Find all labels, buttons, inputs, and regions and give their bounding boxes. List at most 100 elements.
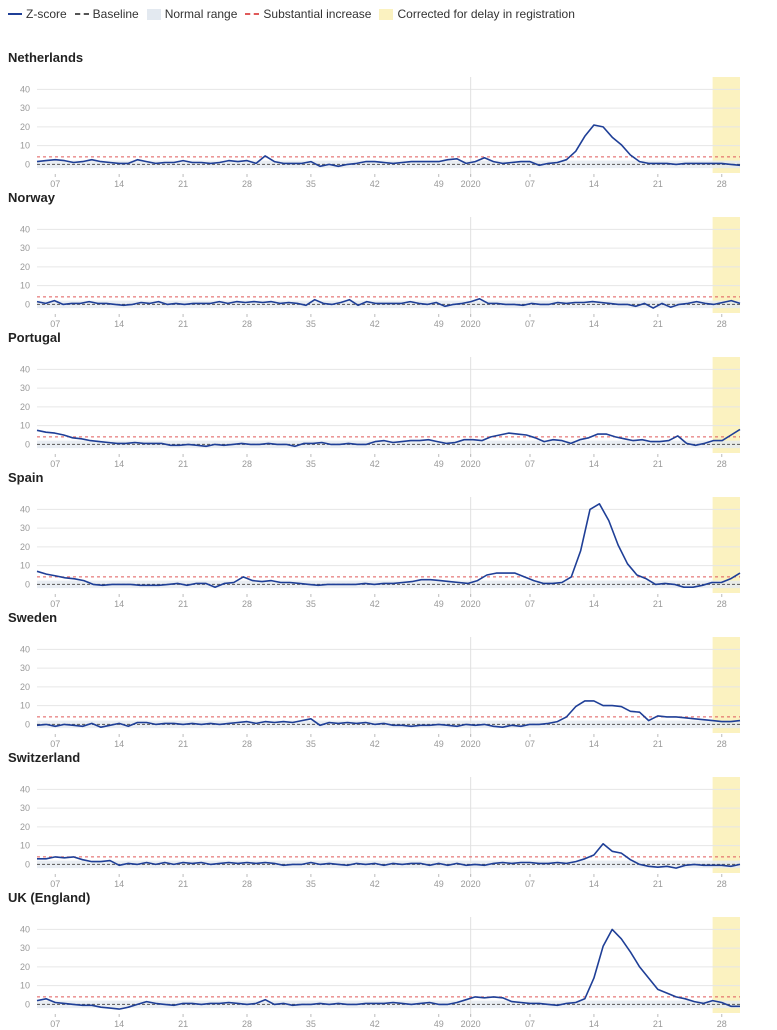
chart-panel-portugal: Portugal 0 10 20 30 40 07 14 21 28 35 42 49 2020 07 14… [0,330,777,470]
x-tick-label: 21 [178,459,188,469]
y-tick-label: 40 [20,364,30,374]
chart-norway: 0 10 20 30 40 07 14 21 28 35 42 49 2020 07 14 21 28 [20,217,741,329]
x-tick-label: 14 [114,459,124,469]
y-tick-label: 20 [20,682,30,692]
y-tick-label: 20 [20,262,30,272]
chart-panel-norway: Norway 0 10 20 30 40 07 14 21 28 35 42 49 2020 07 14 21… [0,190,777,330]
legend-item-baseline[interactable]: Baseline [74,7,139,21]
legend: Z-score Baseline Normal range Substantia… [8,5,583,23]
chart-panel-netherlands: Netherlands 0 10 20 30 40 07 14 21 28 35 42 49 2020 0… [0,50,777,190]
x-tick-label: 35 [306,459,316,469]
legend-label: Z-score [26,7,67,21]
x-tick-label: 14 [114,319,124,329]
legend-label: Corrected for delay in registration [397,7,575,21]
x-tick-label: 21 [653,739,663,749]
x-tick-label: 49 [434,1019,444,1029]
x-tick-label: 35 [306,599,316,609]
legend-item-substantial-increase[interactable]: Substantial increase [245,7,371,21]
x-tick-label: 07 [525,319,535,329]
y-tick-label: 0 [25,439,30,449]
x-tick-label: 14 [589,459,599,469]
x-tick-label: 14 [589,319,599,329]
x-tick-label: 21 [653,179,663,189]
zscore-line-swatch [8,13,22,15]
chart-panel-spain: Spain 0 10 20 30 40 07 14 21 28 35 42 49 2020 07 14 21 2… [0,470,777,610]
y-tick-label: 40 [20,924,30,934]
x-tick-label: 21 [178,599,188,609]
x-tick-label: 21 [653,599,663,609]
x-tick-label: 28 [242,1019,252,1029]
x-tick-label: 28 [717,1019,727,1029]
x-tick-label: 2020 [461,879,481,889]
chart-sweden: 0 10 20 30 40 07 14 21 28 35 42 49 2020 07 14 21 28 [20,637,741,749]
y-tick-label: 30 [20,523,30,533]
legend-label: Normal range [164,7,238,21]
x-tick-label: 35 [306,879,316,889]
x-tick-label: 07 [525,739,535,749]
chart-spain: 0 10 20 30 40 07 14 21 28 35 42 49 2020 07 14 21 28 [20,497,741,609]
x-tick-label: 07 [50,459,60,469]
chart-title: Portugal [8,330,61,345]
x-tick-label: 07 [50,879,60,889]
x-tick-label: 07 [525,599,535,609]
y-tick-label: 20 [20,542,30,552]
corrected-region [712,77,740,173]
x-tick-label: 28 [717,879,727,889]
y-tick-label: 30 [20,383,30,393]
x-tick-label: 42 [370,459,380,469]
x-tick-label: 49 [434,319,444,329]
corrected-swatch [379,8,394,20]
x-tick-label: 21 [178,179,188,189]
legend-item-zscore[interactable]: Z-score [8,7,67,21]
corrected-region [712,777,740,873]
y-tick-label: 30 [20,803,30,813]
y-tick-label: 10 [20,421,30,431]
x-tick-label: 07 [525,179,535,189]
substantial-increase-swatch [245,13,260,15]
corrected-region [712,917,740,1013]
x-tick-label: 21 [653,319,663,329]
y-tick-label: 0 [25,579,30,589]
legend-item-corrected[interactable]: Corrected for delay in registration [379,7,575,21]
chart-title: UK (England) [8,890,91,905]
x-tick-label: 21 [178,319,188,329]
x-tick-label: 28 [242,319,252,329]
x-tick-label: 14 [589,1019,599,1029]
y-tick-label: 30 [20,243,30,253]
x-tick-label: 2020 [461,739,481,749]
x-tick-label: 14 [114,1019,124,1029]
chart-title: Switzerland [8,750,81,765]
chart-title: Norway [8,190,55,205]
x-tick-label: 28 [242,739,252,749]
y-tick-label: 0 [25,159,30,169]
x-tick-label: 2020 [461,1019,481,1029]
x-tick-label: 14 [114,879,124,889]
x-tick-label: 2020 [461,319,481,329]
y-tick-label: 40 [20,644,30,654]
x-tick-label: 28 [242,179,252,189]
y-tick-label: 40 [20,84,30,94]
baseline-dash-swatch [74,13,89,15]
x-tick-label: 35 [306,739,316,749]
x-tick-label: 35 [306,319,316,329]
x-tick-label: 35 [306,1019,316,1029]
x-tick-label: 42 [370,1019,380,1029]
chart-title: Sweden [8,610,58,625]
x-tick-label: 21 [653,1019,663,1029]
x-tick-label: 14 [589,879,599,889]
zscore-series-line [37,843,741,869]
corrected-region [712,637,740,733]
x-tick-label: 49 [434,739,444,749]
y-tick-label: 40 [20,224,30,234]
x-tick-label: 42 [370,599,380,609]
x-tick-label: 28 [242,599,252,609]
legend-item-normal-range[interactable]: Normal range [146,7,238,21]
x-tick-label: 07 [50,739,60,749]
y-tick-label: 20 [20,122,30,132]
y-tick-label: 10 [20,561,30,571]
normal-range-swatch [146,8,161,20]
legend-label: Baseline [92,7,139,21]
x-tick-label: 2020 [461,599,481,609]
x-tick-label: 28 [717,739,727,749]
x-tick-label: 14 [589,179,599,189]
